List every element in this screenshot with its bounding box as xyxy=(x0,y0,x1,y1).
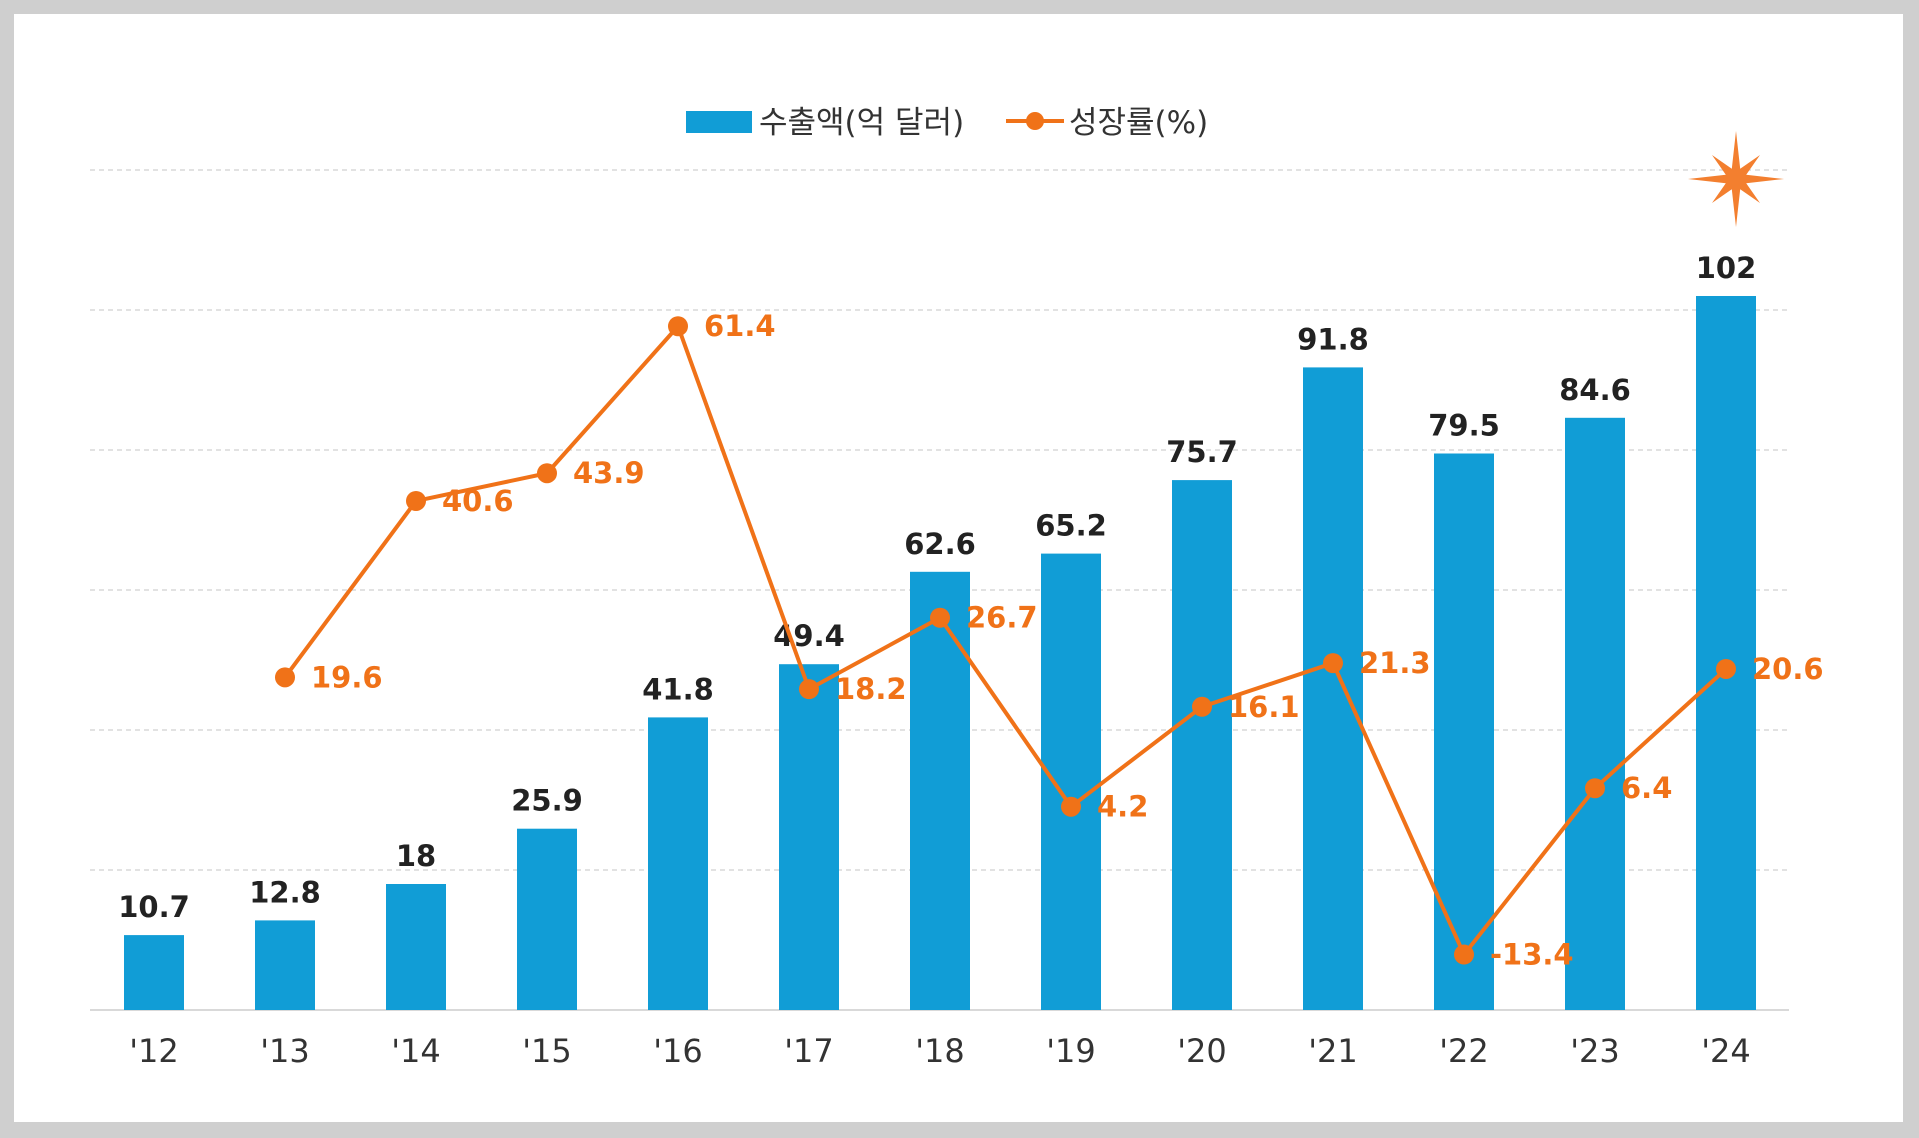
line-data-label: -13.4 xyxy=(1490,938,1574,972)
x-tick-label: '15 xyxy=(522,1032,572,1070)
x-tick-label: '12 xyxy=(129,1032,179,1070)
bar-data-label: 18 xyxy=(396,839,436,873)
line-data-label: 4.2 xyxy=(1097,790,1148,824)
line-data-label: 40.6 xyxy=(442,484,514,518)
legend-label-growth: 성장률(%) xyxy=(1069,105,1208,141)
bar xyxy=(1565,417,1625,1010)
x-tick-label: '23 xyxy=(1570,1032,1620,1070)
x-axis-ticks: '12 '13 '14 '15 '16 '17 '18 '19 '20 '21 '22 '23 '24 xyxy=(129,1032,1751,1070)
line-data-label: 6.4 xyxy=(1621,771,1672,805)
bar xyxy=(1041,553,1101,1010)
line-data-label: 26.7 xyxy=(966,601,1038,635)
chart-frame: 수출액(억 달러) 성장률(%) 10.7 12.8 18 25.9 41.8 49.4 6… xyxy=(14,14,1903,1122)
bar-data-label: 12.8 xyxy=(249,875,321,909)
bar xyxy=(1172,480,1232,1011)
line-point xyxy=(1323,653,1343,674)
line-point xyxy=(406,490,426,511)
line-point xyxy=(799,679,819,700)
line-labels: 19.6 40.6 43.9 61.4 18.2 26.7 4.2 16.1 21.3 -13.4… xyxy=(311,309,1824,971)
x-tick-label: '22 xyxy=(1439,1032,1489,1070)
bar-data-label: 84.6 xyxy=(1559,373,1631,407)
line-point xyxy=(1061,796,1081,817)
line-data-label: 20.6 xyxy=(1752,652,1824,686)
line-data-label: 16.1 xyxy=(1228,690,1300,724)
line-point xyxy=(1192,696,1212,717)
bar-data-label: 79.5 xyxy=(1428,409,1500,443)
line-data-label: 61.4 xyxy=(704,309,776,343)
bar-data-label: 25.9 xyxy=(511,784,583,818)
legend-label-exports: 수출액(억 달러) xyxy=(759,105,964,141)
line-data-label: 43.9 xyxy=(573,456,645,490)
bar xyxy=(779,664,839,1010)
bar-labels: 10.7 12.81825.941.849.462.665.275.791.879… xyxy=(118,251,1756,924)
line-point xyxy=(275,667,295,688)
bar xyxy=(648,717,708,1010)
x-tick-label: '24 xyxy=(1701,1032,1751,1070)
bar-data-label: 65.2 xyxy=(1035,509,1107,543)
line-point xyxy=(1454,944,1474,965)
growth-line xyxy=(283,324,1728,957)
bar xyxy=(255,920,315,1010)
x-tick-label: '17 xyxy=(784,1032,834,1070)
x-tick-label: '14 xyxy=(391,1032,441,1070)
line-data-label: 18.2 xyxy=(835,672,907,706)
line-series xyxy=(275,316,1736,965)
bar xyxy=(1696,296,1756,1010)
bar xyxy=(124,935,184,1010)
legend: 수출액(억 달러) 성장률(%) xyxy=(686,105,1208,141)
x-tick-label: '21 xyxy=(1308,1032,1358,1070)
bar-data-label: 10.7 xyxy=(118,890,190,924)
bar-series xyxy=(124,296,1756,1011)
bar xyxy=(1434,453,1494,1010)
line-point xyxy=(1716,658,1736,679)
star-burst-icon xyxy=(1688,131,1784,227)
bar xyxy=(1303,367,1363,1010)
line-data-label: 19.6 xyxy=(311,660,383,694)
line-point xyxy=(1585,778,1605,799)
combo-chart: 수출액(억 달러) 성장률(%) 10.7 12.81825.941.849.46… xyxy=(90,105,1824,1070)
bar-data-label: 62.6 xyxy=(904,527,976,561)
legend-swatch-growth-dot xyxy=(1026,112,1044,130)
bar xyxy=(386,884,446,1010)
bar xyxy=(517,828,577,1010)
x-tick-label: '19 xyxy=(1046,1032,1096,1070)
bar-data-label: 75.7 xyxy=(1166,435,1238,469)
x-tick-label: '18 xyxy=(915,1032,965,1070)
line-point xyxy=(930,607,950,628)
legend-swatch-exports xyxy=(686,111,752,133)
line-point xyxy=(537,463,557,484)
bar-data-label: 91.8 xyxy=(1297,322,1369,356)
line-point xyxy=(668,316,688,337)
bar-data-label: 102 xyxy=(1696,251,1757,285)
bar-data-label: 41.8 xyxy=(642,672,714,706)
highlight-star-icon xyxy=(1688,131,1784,227)
x-tick-label: '16 xyxy=(653,1032,703,1070)
bar xyxy=(910,571,970,1010)
line-data-label: 21.3 xyxy=(1359,646,1431,680)
x-tick-label: '20 xyxy=(1177,1032,1227,1070)
x-tick-label: '13 xyxy=(260,1032,310,1070)
